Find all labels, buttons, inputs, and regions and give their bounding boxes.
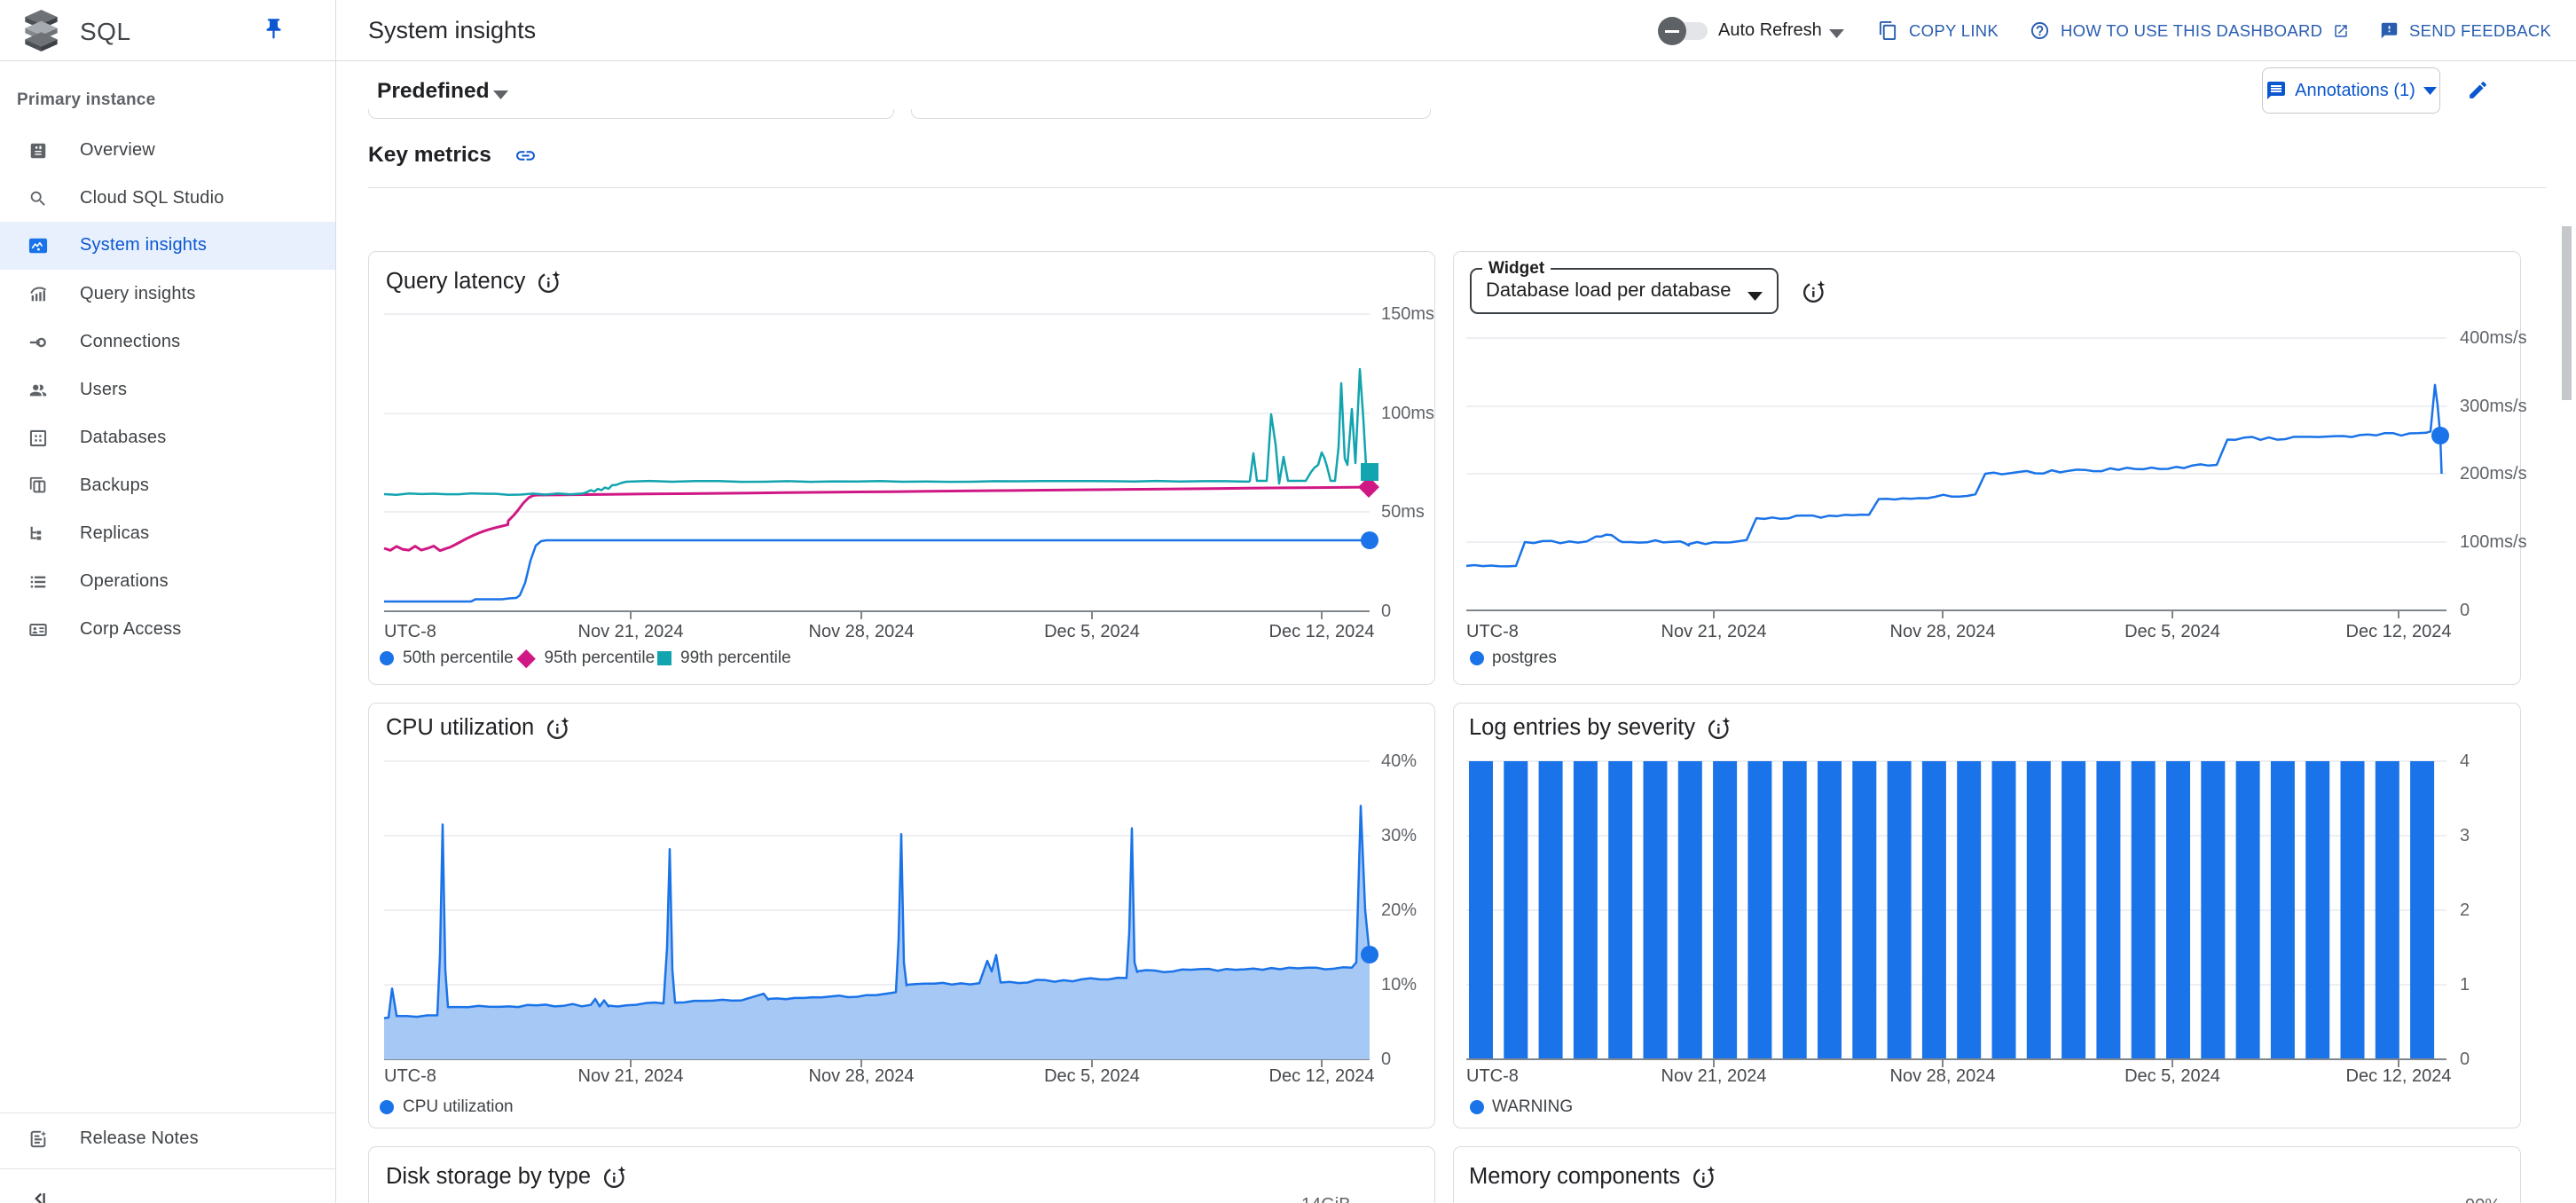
- svg-text:Nov 28, 2024: Nov 28, 2024: [809, 1066, 915, 1086]
- svg-text:UTC-8: UTC-8: [384, 622, 436, 641]
- svg-text:4: 4: [2460, 751, 2470, 771]
- svg-text:Nov 21, 2024: Nov 21, 2024: [1661, 1066, 1767, 1086]
- svg-text:Dec 12, 2024: Dec 12, 2024: [1269, 1066, 1375, 1086]
- svg-text:100ms/s: 100ms/s: [2460, 532, 2527, 552]
- svg-text:Dec 5, 2024: Dec 5, 2024: [1044, 1066, 1140, 1086]
- svg-text:Dec 5, 2024: Dec 5, 2024: [1044, 622, 1140, 641]
- svg-text:Nov 21, 2024: Nov 21, 2024: [578, 1066, 684, 1086]
- svg-text:100ms: 100ms: [1381, 404, 1434, 423]
- svg-text:Nov 21, 2024: Nov 21, 2024: [1661, 622, 1767, 641]
- svg-text:Nov 28, 2024: Nov 28, 2024: [809, 622, 915, 641]
- svg-text:UTC-8: UTC-8: [1466, 1066, 1519, 1086]
- svg-text:Nov 28, 2024: Nov 28, 2024: [1890, 622, 1996, 641]
- svg-text:Nov 28, 2024: Nov 28, 2024: [1890, 1066, 1996, 1086]
- svg-text:UTC-8: UTC-8: [384, 1066, 436, 1086]
- svg-text:UTC-8: UTC-8: [1466, 622, 1519, 641]
- svg-text:150ms: 150ms: [1381, 304, 1434, 324]
- svg-text:Nov 21, 2024: Nov 21, 2024: [578, 622, 684, 641]
- svg-text:50ms: 50ms: [1381, 502, 1425, 522]
- svg-text:30%: 30%: [1381, 826, 1417, 845]
- svg-text:0: 0: [2460, 601, 2470, 620]
- svg-text:Dec 12, 2024: Dec 12, 2024: [2346, 622, 2452, 641]
- svg-text:3: 3: [2460, 826, 2470, 845]
- svg-text:40%: 40%: [1381, 751, 1417, 771]
- svg-text:Dec 5, 2024: Dec 5, 2024: [2124, 1066, 2220, 1086]
- svg-text:Dec 5, 2024: Dec 5, 2024: [2124, 622, 2220, 641]
- svg-text:20%: 20%: [1381, 900, 1417, 920]
- svg-text:Dec 12, 2024: Dec 12, 2024: [2346, 1066, 2452, 1086]
- svg-text:2: 2: [2460, 900, 2470, 920]
- svg-text:0: 0: [2460, 1050, 2470, 1069]
- svg-text:400ms/s: 400ms/s: [2460, 328, 2527, 348]
- svg-text:Dec 12, 2024: Dec 12, 2024: [1269, 622, 1375, 641]
- svg-text:0: 0: [1381, 602, 1391, 621]
- svg-text:300ms/s: 300ms/s: [2460, 397, 2527, 416]
- svg-text:200ms/s: 200ms/s: [2460, 464, 2527, 484]
- svg-text:0: 0: [1381, 1050, 1391, 1069]
- svg-text:1: 1: [2460, 975, 2470, 995]
- svg-text:10%: 10%: [1381, 975, 1417, 995]
